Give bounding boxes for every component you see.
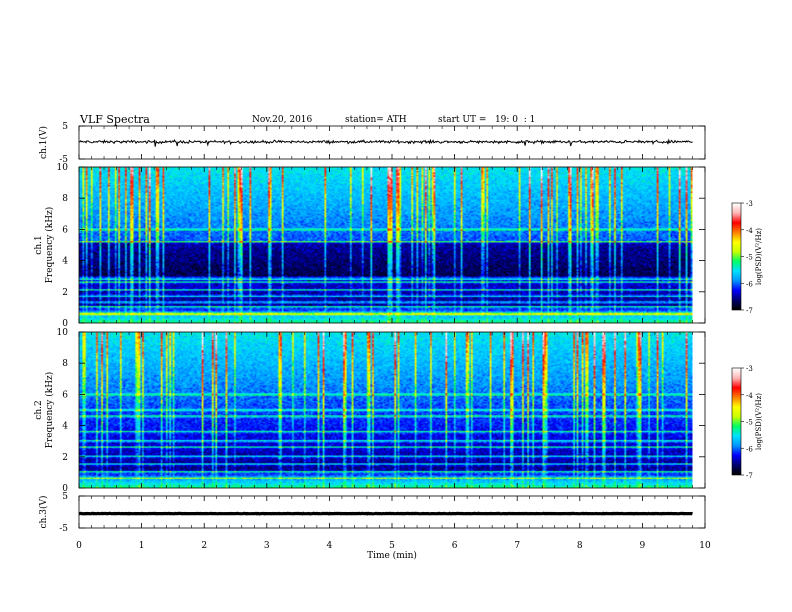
ch1-spectrogram-colorbar-label: log(PSD)(V²/Hz): [755, 228, 763, 285]
ch1-spectrogram-ytick-label: 8: [62, 194, 68, 204]
ch2-spectrogram-colorbar-tick-label: -4: [746, 392, 753, 400]
spectrogram-image-ch2-spectrogram: [79, 332, 693, 488]
xtick-label: 10: [699, 541, 711, 551]
ch2-spectrogram-colorbar-tick-label: -6: [746, 445, 753, 453]
date-label: Nov.20, 2016: [252, 115, 313, 125]
ch2-spectrogram-ytick-label: 0: [62, 484, 68, 494]
xtick-label: 6: [452, 541, 458, 551]
ch1-spectrogram-colorbar-tick-label: -5: [746, 254, 753, 262]
ch2-spectrogram-ylabel-0: ch.2: [34, 400, 44, 419]
ch1-spectrogram-ylabel-1: Frequency (kHz): [44, 207, 55, 284]
xtick-label: 8: [577, 541, 583, 551]
ch3-waveform-ylabel-0: ch.3(V): [38, 496, 49, 529]
ch1-spectrogram-ytick-label: 2: [62, 288, 68, 298]
ch1-spectrogram-ylabel-0: ch.1: [34, 235, 44, 254]
ch1-spectrogram-colorbar-tick-label: -4: [746, 227, 753, 235]
waveform-line-ch3-waveform: [78, 511, 693, 516]
ch1-waveform-ytick-label: -5: [59, 155, 68, 165]
ch2-spectrogram-colorbar-tick-label: -3: [746, 365, 753, 373]
xtick-label: 5: [389, 541, 395, 551]
ch2-spectrogram-colorbar-tick-label: -5: [746, 419, 753, 427]
ch2-spectrogram-ytick-label: 2: [62, 453, 68, 463]
ch1-spectrogram-ytick-label: 10: [57, 163, 69, 173]
ch3-waveform-ytick-label: -5: [59, 524, 68, 534]
ch2-spectrogram-ylabel-1: Frequency (kHz): [44, 372, 55, 449]
xtick-label: 7: [514, 541, 520, 551]
ch2-spectrogram-ytick-label: 4: [62, 422, 68, 432]
ch2-spectrogram-colorbar-label: log(PSD)(V²/Hz): [755, 393, 763, 450]
ch1-spectrogram-ytick-label: 0: [62, 319, 68, 329]
ch2-spectrogram-colorbar-tick-label: -7: [746, 472, 753, 480]
ch2-spectrogram-ytick-label: 6: [62, 390, 68, 400]
waveform-line-ch1-waveform: [78, 138, 693, 147]
xtick-label: 0: [76, 541, 82, 551]
start-time-label: start UT = 19: 0 : 1: [438, 115, 536, 125]
station-label: station= ATH: [345, 115, 407, 125]
ch1-waveform-ylabel-0: ch.1(V): [38, 126, 49, 159]
ch1-waveform-ytick-label: 5: [62, 122, 68, 132]
spectrogram-image-ch1-spectrogram: [79, 167, 693, 323]
ch3-waveform-ytick-label: 5: [62, 492, 68, 502]
ch1-spectrogram-colorbar: [732, 203, 741, 310]
chart-title: VLF Spectra: [80, 113, 150, 126]
ch2-spectrogram-colorbar: [732, 368, 741, 475]
xtick-label: 2: [201, 541, 207, 551]
xtick-label: 3: [264, 541, 270, 551]
ch1-spectrogram-ytick-label: 6: [62, 225, 68, 235]
ch2-spectrogram-ytick-label: 8: [62, 359, 68, 369]
ch1-spectrogram-colorbar-tick-label: -6: [746, 280, 753, 288]
xtick-label: 4: [327, 541, 333, 551]
xtick-label: 9: [640, 541, 646, 551]
ch2-spectrogram-ytick-label: 10: [57, 328, 69, 338]
ch1-spectrogram-colorbar-tick-label: -7: [746, 307, 753, 315]
x-axis-label: Time (min): [367, 550, 417, 561]
ch1-spectrogram-ytick-label: 4: [62, 257, 68, 267]
xtick-label: 1: [139, 541, 145, 551]
ch1-spectrogram-colorbar-tick-label: -3: [746, 200, 753, 208]
